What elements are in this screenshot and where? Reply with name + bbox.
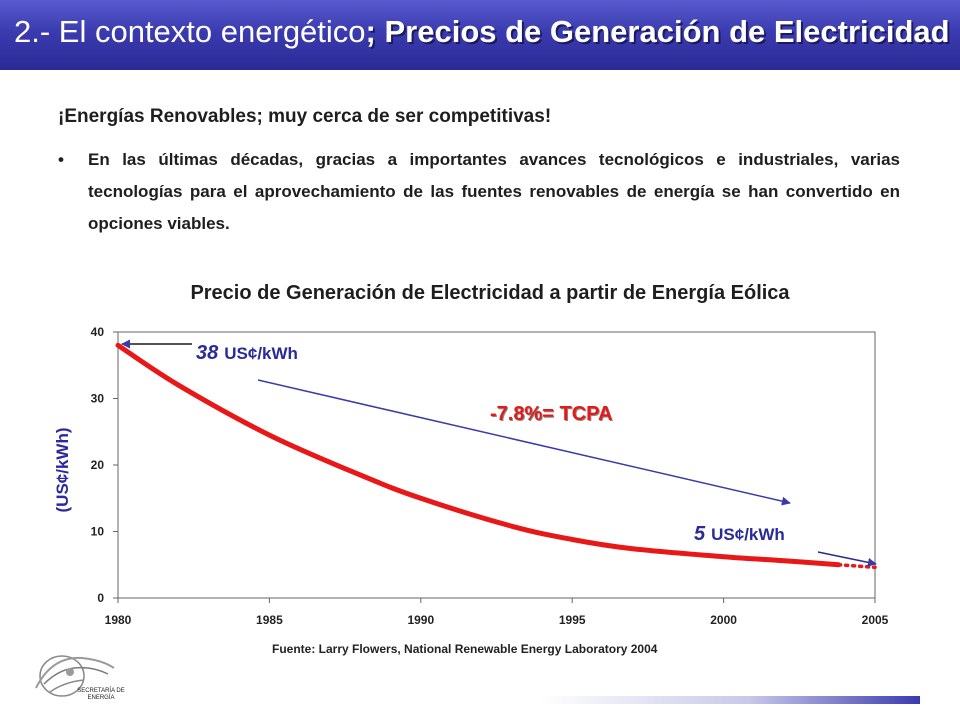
y-tick-label: 40 bbox=[91, 325, 105, 339]
wind-price-chart: 0 10 20 30 40 1980 1985 1990 1995 2000 2005 (US¢/… bbox=[53, 325, 889, 627]
x-tick-label: 1980 bbox=[105, 613, 132, 627]
y-axis-label: (US¢/kWh) bbox=[53, 428, 72, 513]
x-tick-label: 2000 bbox=[710, 613, 737, 627]
chart-title: Precio de Generación de Electricidad a p… bbox=[190, 282, 790, 304]
y-tick-label: 20 bbox=[91, 458, 105, 472]
y-tick-label: 30 bbox=[91, 392, 105, 406]
end-value-number: 5 bbox=[694, 523, 706, 545]
source-note: Fuente: Larry Flowers, National Renewabl… bbox=[272, 642, 658, 656]
y-tick-label: 10 bbox=[91, 525, 105, 539]
start-value-label: 38 US¢/kWh bbox=[196, 342, 298, 364]
page-title: 2.- El contexto energético; Precios de G… bbox=[14, 14, 950, 50]
start-value-number: 38 bbox=[196, 342, 219, 364]
title-bar: 2.- El contexto energético; Precios de G… bbox=[0, 0, 960, 70]
x-tick-label: 2005 bbox=[862, 613, 889, 627]
end-value-unit: US¢/kWh bbox=[711, 525, 785, 544]
y-tick-label: 0 bbox=[97, 591, 104, 605]
x-tick-label: 1990 bbox=[407, 613, 434, 627]
page-title-bold: ; Precios de Generación de Electricidad bbox=[365, 14, 950, 49]
page-title-prefix: 2.- El contexto energético bbox=[14, 14, 366, 49]
price-series-line bbox=[115, 342, 842, 568]
x-tick-label: 1995 bbox=[559, 613, 586, 627]
logo-text: SECRETARÍA DE ENERGÍA bbox=[74, 688, 128, 702]
projection-dotted-line bbox=[836, 563, 877, 570]
bullet-paragraph: • En las últimas décadas, gracias a impo… bbox=[58, 144, 900, 240]
bullet-marker: • bbox=[58, 150, 64, 169]
subtitle: ¡Energías Renovables; muy cerca de ser c… bbox=[58, 106, 552, 127]
logo-text-line2: ENERGÍA bbox=[87, 695, 115, 701]
end-label-arrow bbox=[817, 551, 877, 567]
x-tick-label: 1985 bbox=[256, 613, 283, 627]
start-value-unit: US¢/kWh bbox=[224, 344, 298, 363]
bullet-text: En las últimas décadas, gracias a import… bbox=[88, 150, 900, 233]
eagle-logo bbox=[35, 655, 115, 697]
trend-label: -7.8%= TCPA bbox=[490, 403, 612, 425]
logo-text-line1: SECRETARÍA DE bbox=[77, 688, 125, 694]
end-value-label: 5 US¢/kWh bbox=[694, 523, 785, 545]
footer-gradient-bar bbox=[540, 696, 920, 704]
trend-arrow bbox=[257, 379, 791, 506]
